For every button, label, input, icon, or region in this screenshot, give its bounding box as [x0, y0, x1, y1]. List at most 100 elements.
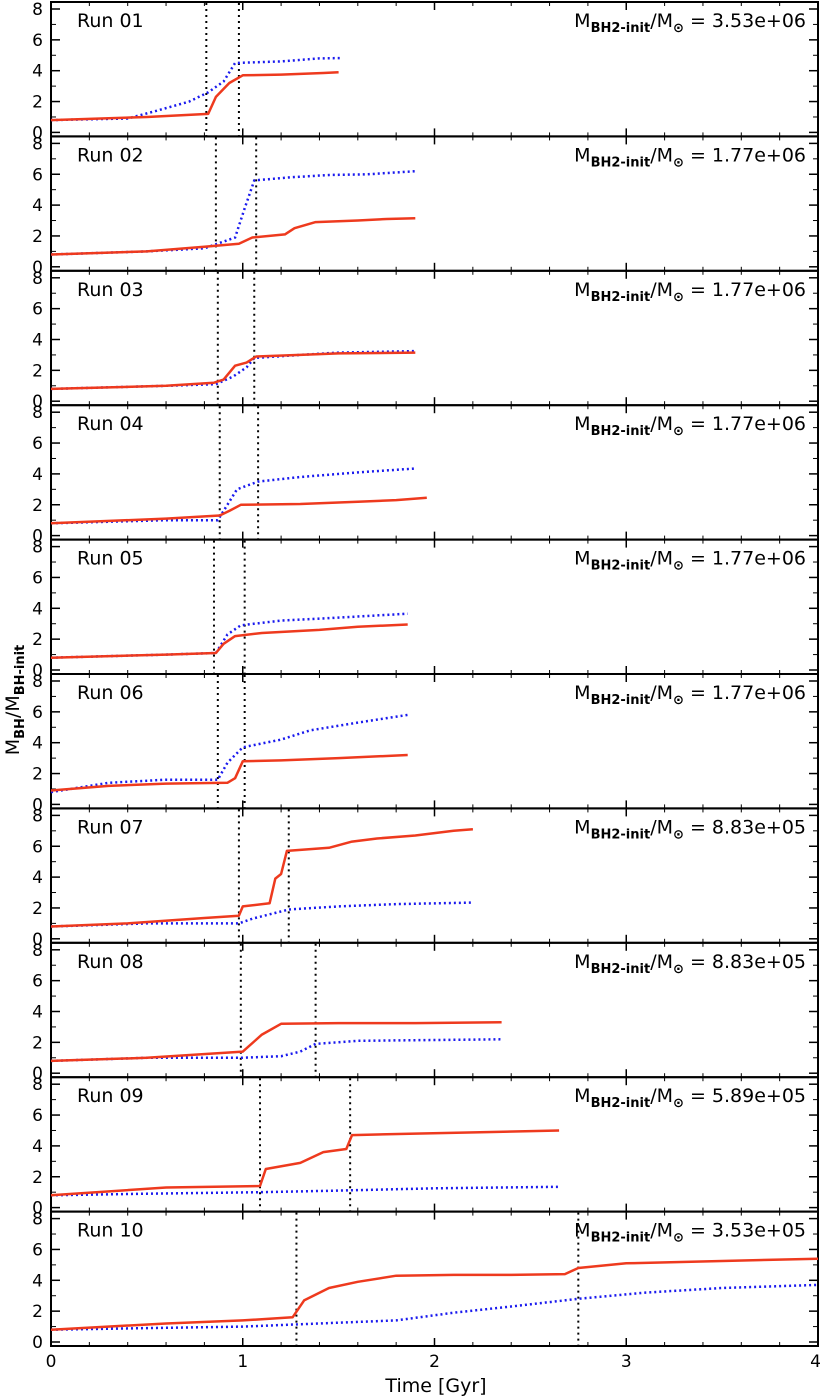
mass-label-sun: ⊙	[673, 155, 684, 170]
run-label: Run 10	[77, 1220, 144, 1242]
x-axis-tick-labels: 0 1 2 3 4	[46, 1352, 821, 1372]
mass-label-value: 8.83e+05	[712, 951, 806, 973]
mass-label: MBH2-init/M⊙ = 1.77e+06	[574, 548, 806, 574]
mass-label-sub: BH2-init	[591, 1231, 651, 1246]
y-tick-label: 8	[32, 538, 43, 558]
panel-3: 0 2 4 6 8 Run 03 MBH2-init/M⊙ = 1.77e+06	[32, 269, 819, 412]
series-blue-dotted	[50, 56, 341, 122]
y-tick-label: 2	[32, 1033, 43, 1053]
mass-label-value: 1.77e+06	[712, 548, 806, 570]
mass-label-eq: =	[684, 279, 712, 301]
mass-label-value: 3.53e+06	[712, 10, 806, 32]
mass-label-slash: /M	[650, 951, 673, 973]
mass-label-sub: BH2-init	[591, 962, 651, 977]
mass-label-sun: ⊙	[673, 693, 684, 708]
y-axis-title-slash: /M	[2, 695, 24, 718]
y-axis-title: MBH/MBH-init	[2, 645, 28, 756]
mass-label-sun: ⊙	[673, 559, 684, 574]
y-tick-label: 6	[32, 434, 43, 454]
series-blue-dotted	[50, 1283, 819, 1331]
mass-label: MBH2-init/M⊙ = 1.77e+06	[574, 682, 806, 708]
mass-label: MBH2-init/M⊙ = 1.77e+06	[574, 144, 806, 170]
mass-label-sub: BH2-init	[591, 155, 651, 170]
y-tick-label: 6	[32, 1240, 43, 1260]
x-tick-label: 4	[810, 1352, 821, 1372]
series-red-solid	[50, 216, 416, 256]
x-tick-label: 1	[237, 1352, 248, 1372]
mass-label-eq: =	[684, 816, 712, 838]
y-axis-title-sub2: BH-init	[13, 645, 28, 696]
y-tick-label: 4	[32, 1003, 43, 1023]
series-red-solid	[50, 1129, 560, 1197]
mass-label: MBH2-init/M⊙ = 1.77e+06	[574, 279, 806, 305]
panel-6: 0 2 4 6 8 Run 06 MBH2-init/M⊙ = 1.77e+06	[32, 672, 819, 815]
y-tick-label: 0	[32, 258, 43, 278]
mass-label-prefix: M	[574, 279, 590, 301]
mass-label-sub: BH2-init	[591, 827, 651, 842]
run-label: Run 03	[77, 279, 144, 301]
mass-label-sub: BH2-init	[591, 559, 651, 574]
mass-label: MBH2-init/M⊙ = 1.77e+06	[574, 413, 806, 439]
run-label: Run 09	[77, 1085, 144, 1107]
mass-label-sun: ⊙	[673, 827, 684, 842]
y-tick-label: 0	[32, 661, 43, 681]
y-tick-label: 6	[32, 837, 43, 857]
mass-label-eq: =	[684, 144, 712, 166]
series-red-solid	[50, 496, 427, 525]
y-tick-label: 6	[32, 1106, 43, 1126]
mass-label-eq: =	[684, 413, 712, 435]
mass-label-prefix: M	[574, 1085, 590, 1107]
mass-label-value: 3.53e+05	[712, 1220, 806, 1242]
run-label: Run 06	[77, 682, 144, 704]
mass-label-slash: /M	[650, 279, 673, 301]
series-red-solid	[50, 753, 408, 792]
y-tick-label: 8	[32, 134, 43, 154]
mass-label: MBH2-init/M⊙ = 8.83e+05	[574, 951, 806, 977]
mass-label-eq: =	[684, 1085, 712, 1107]
series-red-solid	[50, 70, 339, 122]
mass-label-prefix: M	[574, 951, 590, 973]
mass-label: MBH2-init/M⊙ = 5.89e+05	[574, 1085, 806, 1111]
y-tick-label: 8	[32, 806, 43, 826]
y-tick-label: 8	[32, 941, 43, 961]
y-tick-label: 2	[32, 630, 43, 650]
y-tick-label: 6	[32, 31, 43, 51]
panel-9: 0 2 4 6 8 Run 09 MBH2-init/M⊙ = 5.89e+05	[32, 1075, 819, 1219]
mass-label-slash: /M	[650, 548, 673, 570]
series-red-solid	[50, 623, 408, 659]
mass-label-prefix: M	[574, 10, 590, 32]
y-tick-label: 6	[32, 568, 43, 588]
y-tick-label: 4	[32, 868, 43, 888]
run-label: Run 07	[77, 816, 144, 838]
mass-label-sub: BH2-init	[591, 1096, 651, 1111]
y-tick-label: 6	[32, 300, 43, 320]
mass-label-sub: BH2-init	[591, 290, 651, 305]
run-label: Run 04	[77, 413, 144, 435]
panel-7: 0 2 4 6 8 Run 07 MBH2-init/M⊙ = 8.83e+05	[32, 806, 819, 950]
y-tick-label: 2	[32, 361, 43, 381]
mass-label-value: 5.89e+05	[712, 1085, 806, 1107]
panel-10: 0 2 4 6 8 Run 10 MBH2-init/M⊙ = 3.53e+05	[32, 1210, 819, 1353]
y-tick-label: 0	[32, 392, 43, 412]
y-tick-label: 8	[32, 672, 43, 692]
mass-label-prefix: M	[574, 144, 590, 166]
mass-label-value: 1.77e+06	[712, 279, 806, 301]
y-tick-label: 2	[32, 1168, 43, 1188]
y-tick-label: 2	[32, 496, 43, 516]
series-red-solid	[50, 1257, 819, 1331]
series-blue-dotted	[50, 467, 416, 525]
y-tick-label: 0	[32, 123, 43, 143]
mass-label-eq: =	[684, 10, 712, 32]
mass-label-value: 8.83e+05	[712, 816, 806, 838]
series-blue-dotted	[50, 169, 416, 256]
run-label: Run 05	[77, 548, 144, 570]
y-tick-label: 2	[32, 1302, 43, 1322]
mass-label-sun: ⊙	[673, 1096, 684, 1111]
y-tick-label: 0	[32, 1199, 43, 1219]
x-axis-title: Time [Gyr]	[384, 1375, 486, 1397]
y-tick-label: 4	[32, 62, 43, 82]
mass-label-sun: ⊙	[673, 424, 684, 439]
mass-label-slash: /M	[650, 1220, 673, 1242]
y-tick-label: 4	[32, 734, 43, 754]
